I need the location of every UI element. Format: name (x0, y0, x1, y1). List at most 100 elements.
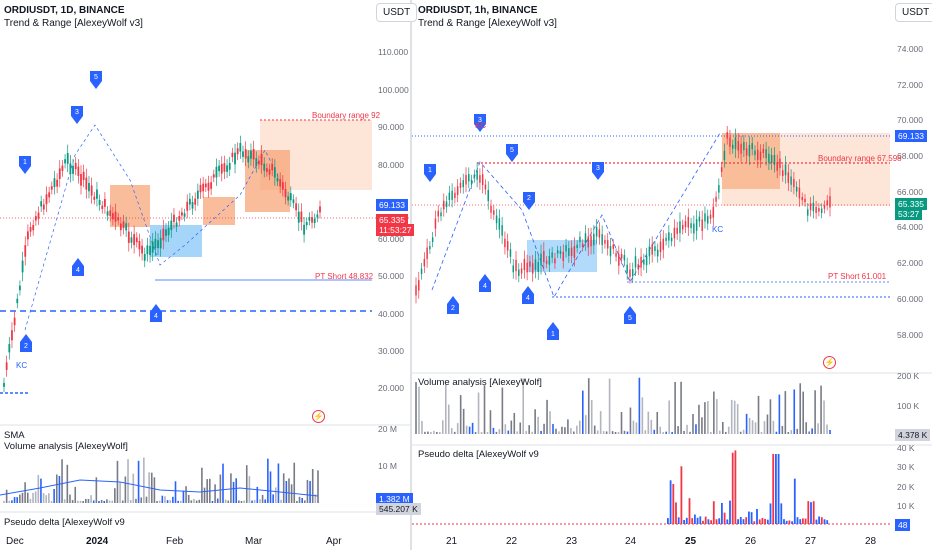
right-delta-bar (810, 502, 812, 524)
right-price-label: 68.000 (897, 151, 923, 161)
right-volume-bar (662, 431, 665, 434)
right-delta-title[interactable]: Pseudo delta [AlexeyWolf v9 (418, 449, 539, 460)
left-volume-bar (11, 500, 13, 503)
left-volume-bar (267, 458, 269, 503)
right-volume-bar (698, 404, 700, 434)
right-delta-bar (672, 483, 675, 524)
right-candle-body (548, 255, 551, 265)
right-volume-bar (689, 431, 691, 434)
right-volume-bar (665, 431, 667, 434)
left-volume-bar (195, 500, 198, 503)
right-candle-body (651, 244, 653, 255)
right-candle-body (479, 175, 481, 183)
right-candle-body (729, 137, 731, 147)
right-volume-bar (727, 426, 730, 434)
left-candle-body (42, 204, 45, 210)
right-currency-button[interactable]: USDT (895, 3, 932, 22)
right-volume-bar (784, 391, 787, 434)
left-volume-bar (34, 491, 37, 503)
left-volume-bar (238, 500, 240, 503)
left-volume-bar (256, 486, 259, 503)
left-indicator-title[interactable]: Trend & Range [AlexeyWolf v3] (4, 18, 143, 29)
left-candle-body (98, 199, 101, 206)
right-delta-bar (715, 519, 718, 524)
right-candle-body (593, 233, 595, 246)
left-volume-bar (309, 481, 311, 503)
left-volume-bar (282, 473, 285, 503)
right-indicator-title[interactable]: Trend & Range [AlexeyWolf v3] (418, 18, 557, 29)
left-chart-canvas[interactable]: 1 3 5 4 2 4 (0, 0, 410, 550)
right-delta-bar (807, 501, 810, 524)
right-candle-body (534, 259, 537, 270)
left-wave-marker-label: 3 (75, 109, 79, 116)
left-candle-body (196, 190, 199, 199)
right-volume-bar (590, 399, 593, 434)
left-candle-body (141, 245, 143, 254)
left-currency-button[interactable]: USDT (376, 3, 418, 22)
left-candle-body (305, 222, 308, 226)
right-candle-body (618, 254, 620, 266)
right-delta-bar (761, 517, 764, 524)
right-candle-body (604, 239, 606, 244)
right-delta-bar (723, 512, 726, 524)
left-volume-bar (301, 498, 303, 503)
right-x-label: 22 (506, 536, 518, 547)
right-candle-body (462, 180, 464, 188)
right-candle-body (634, 256, 637, 268)
right-candle-body (443, 200, 445, 210)
right-candle-body (706, 216, 709, 224)
right-candle-body (818, 208, 820, 212)
right-delta-bar (726, 519, 729, 524)
right-candle-body (540, 253, 542, 266)
right-alert-icon[interactable]: ⚡ (823, 356, 836, 369)
right-volume-bar (418, 386, 420, 434)
right-volume-bar (683, 430, 685, 434)
right-volume-bar (611, 431, 614, 434)
left-candle-body (11, 330, 13, 341)
left-wave-marker (90, 71, 102, 89)
left-x-label: Mar (245, 536, 263, 547)
right-volume-bar (477, 392, 480, 434)
left-volume-title[interactable]: Volume analysis [AlexeyWolf] (4, 441, 128, 452)
left-volume-bar (16, 497, 18, 503)
right-wave-marker-label: 3 (478, 117, 482, 124)
left-volume-bar (124, 476, 127, 503)
right-delta-bar (696, 517, 699, 524)
right-wave-marker (424, 164, 436, 182)
range-zone (110, 185, 150, 227)
right-volume-bar (751, 420, 754, 434)
right-delta-bar (667, 518, 669, 524)
left-volume-bar (161, 495, 164, 503)
right-volume-bar (513, 412, 516, 434)
left-candle-body (90, 185, 93, 196)
left-volume-bar (79, 500, 82, 503)
left-candle-body (13, 317, 16, 326)
left-volume-bar (222, 463, 224, 503)
left-volume-bar (143, 457, 145, 503)
right-volume-title[interactable]: Volume analysis [AlexeyWolf] (418, 377, 542, 388)
left-candle-body (133, 234, 136, 246)
right-volume-bar (534, 409, 536, 434)
left-candle-body (178, 216, 181, 221)
left-volume-tag: 1.382 M (376, 493, 413, 505)
left-volume-bar (201, 467, 203, 503)
left-delta-title[interactable]: Pseudo delta [AlexeyWolf v9 (4, 517, 125, 528)
left-volume-bar (251, 500, 253, 503)
left-candle-body (242, 151, 244, 157)
right-candle-body (484, 184, 487, 190)
left-volume-bar (108, 500, 111, 503)
left-alert-icon[interactable]: ⚡ (312, 410, 325, 423)
right-delta-bar (748, 511, 750, 524)
right-candle-body (751, 143, 753, 150)
right-candle-body (562, 251, 565, 261)
right-delta-bar (758, 519, 761, 524)
right-volume-bar (570, 428, 572, 434)
right-candle-body (481, 174, 484, 185)
right-volume-bar (608, 378, 611, 434)
left-volume-bar (21, 492, 24, 503)
left-wave-marker-label: 1 (23, 159, 27, 166)
right-candle-body (595, 226, 598, 237)
pane-divider[interactable] (410, 0, 412, 550)
right-candle-body (615, 253, 617, 257)
